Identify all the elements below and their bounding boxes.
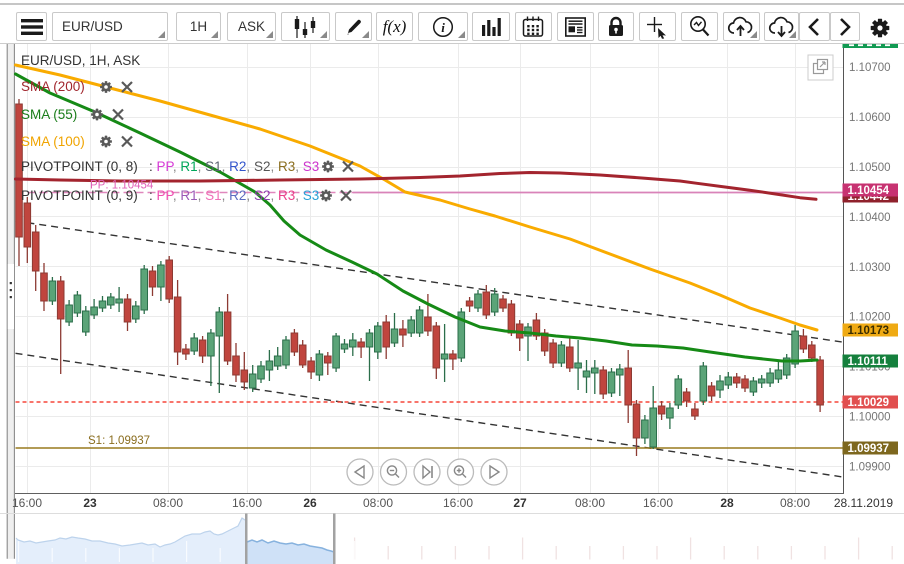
svg-text:PIVOTPOINT (0, 9) : PP, R1,: PIVOTPOINT (0, 9) : PP, R1, S1, R2, S2, … bbox=[21, 188, 319, 203]
svg-text:1.10200: 1.10200 bbox=[849, 312, 891, 324]
svg-text:1.10600: 1.10600 bbox=[849, 112, 891, 124]
svg-text:1.10500: 1.10500 bbox=[849, 162, 891, 174]
svg-text:1.09937: 1.09937 bbox=[848, 443, 890, 455]
svg-text:16:00: 16:00 bbox=[232, 496, 262, 510]
svg-text:1.10300: 1.10300 bbox=[849, 262, 891, 274]
svg-text:08:00: 08:00 bbox=[153, 496, 183, 510]
svg-text:1.10700: 1.10700 bbox=[849, 62, 891, 74]
svg-text:SMA (100): SMA (100) bbox=[21, 134, 85, 149]
svg-text:16:00: 16:00 bbox=[12, 496, 42, 510]
svg-text:28: 28 bbox=[720, 496, 734, 510]
svg-text:08:00: 08:00 bbox=[363, 496, 393, 510]
svg-text:S1: 1.09937: S1: 1.09937 bbox=[88, 435, 150, 447]
svg-text:PIVOTPOINT (0, 8) : PP, R1,: PIVOTPOINT (0, 8) : PP, R1, S1, R2, S2, … bbox=[21, 159, 319, 174]
svg-text:EUR/USD, 1H, ASK: EUR/USD, 1H, ASK bbox=[21, 53, 140, 68]
svg-text:16:00: 16:00 bbox=[643, 496, 673, 510]
svg-text:28.11.2019: 28.11.2019 bbox=[834, 496, 893, 510]
svg-text:SMA (200): SMA (200) bbox=[21, 79, 85, 94]
svg-text:i: i bbox=[441, 20, 445, 35]
svg-text:16:00: 16:00 bbox=[443, 496, 473, 510]
svg-text:1.10400: 1.10400 bbox=[849, 212, 891, 224]
svg-text:1.10000: 1.10000 bbox=[849, 412, 891, 424]
svg-text:1.10029: 1.10029 bbox=[848, 397, 890, 409]
svg-text:PP: 1.10454: PP: 1.10454 bbox=[90, 180, 154, 192]
svg-text:27: 27 bbox=[513, 496, 527, 510]
svg-text:08:00: 08:00 bbox=[575, 496, 605, 510]
svg-text:SMA (55): SMA (55) bbox=[21, 107, 77, 122]
svg-text:08:00: 08:00 bbox=[780, 496, 810, 510]
svg-text:1.09900: 1.09900 bbox=[849, 461, 891, 473]
svg-text:1.10173: 1.10173 bbox=[848, 325, 890, 337]
svg-text:23: 23 bbox=[83, 496, 97, 510]
svg-text:1.10454: 1.10454 bbox=[848, 185, 890, 197]
svg-text:26: 26 bbox=[303, 496, 317, 510]
svg-text:1.10111: 1.10111 bbox=[848, 356, 889, 368]
